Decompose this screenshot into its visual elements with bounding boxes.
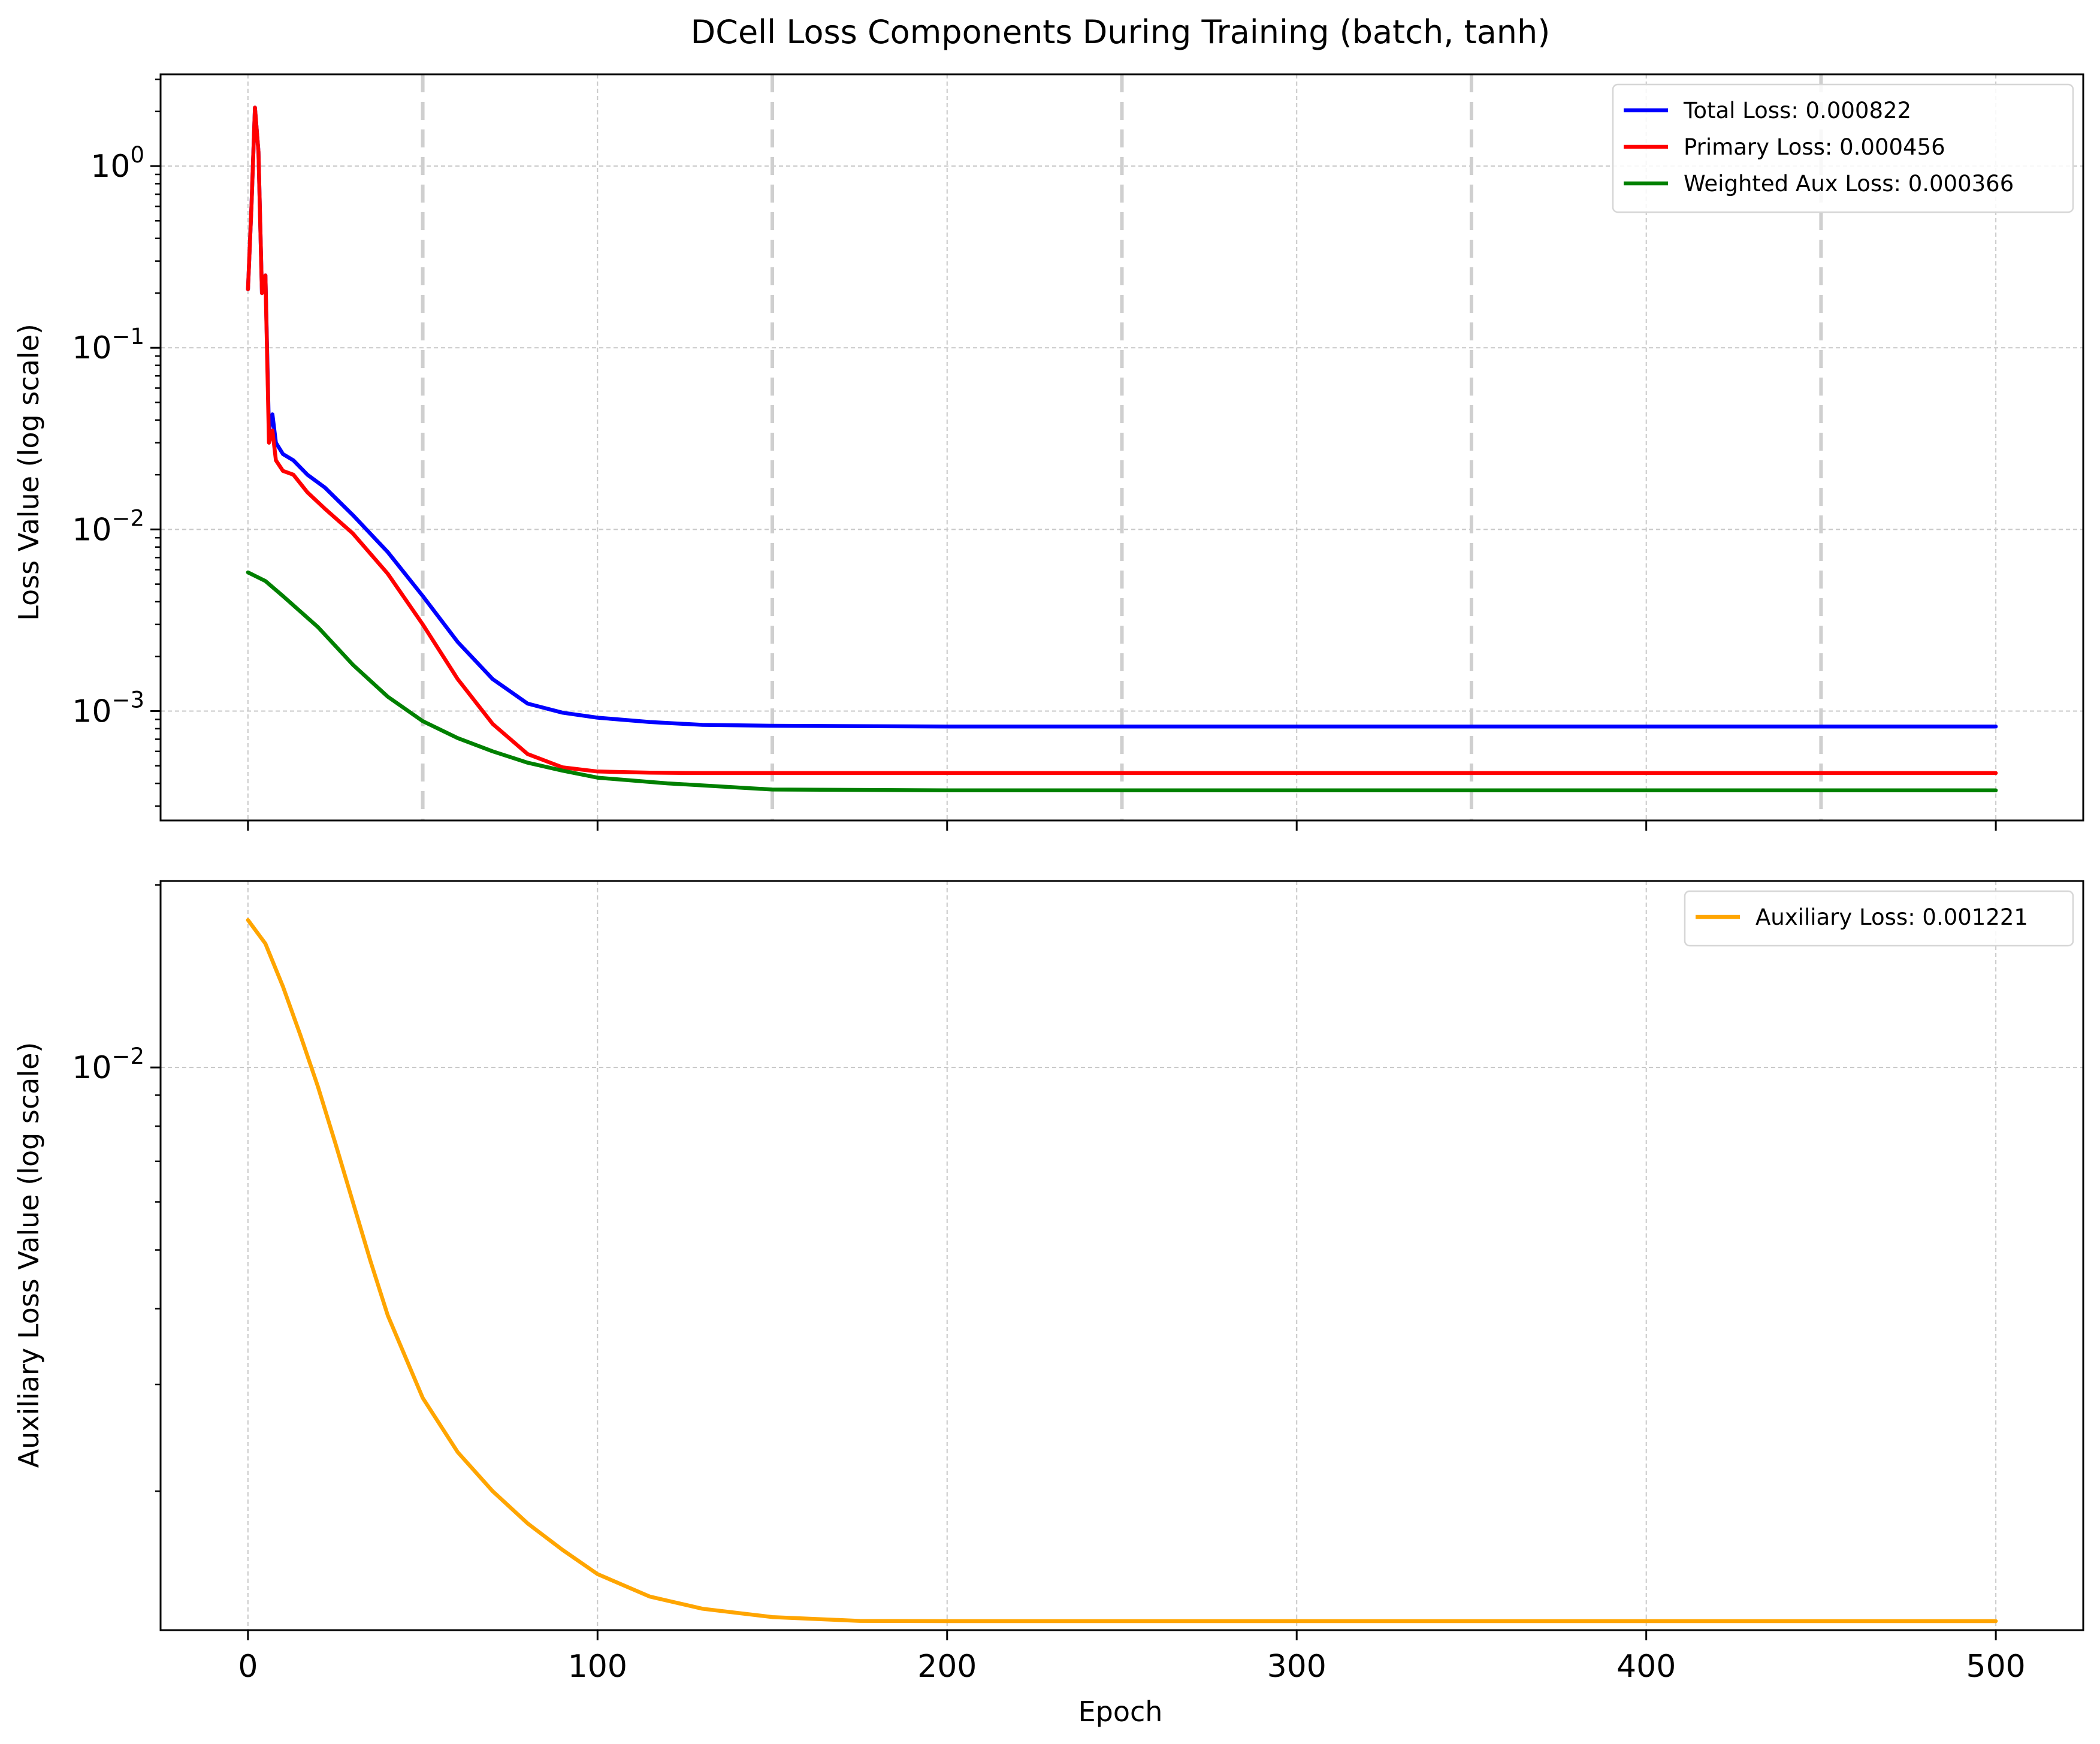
y-tick-label: 100 (90, 142, 144, 185)
legend-label: Weighted Aux Loss: 0.000366 (1684, 171, 2014, 197)
y-tick-label: 10−2 (72, 505, 144, 548)
x-tick-label: 400 (1616, 1649, 1676, 1685)
legend-box (1684, 890, 2074, 947)
legend-label: Auxiliary Loss: 0.001221 (1755, 904, 2028, 930)
plot-frame (159, 73, 2084, 822)
y-tick-label: 10−2 (72, 1043, 144, 1086)
y-tick-label: 10−3 (72, 687, 144, 730)
x-axis-label: Epoch (1078, 1695, 1163, 1728)
auxiliary-loss-panel: Auxiliary Loss Value (log scale) 10−2 0 10… (13, 880, 2084, 1685)
legend-box (1612, 83, 2074, 213)
series-line (246, 570, 1998, 793)
x-tick-label: 500 (1966, 1649, 2026, 1685)
x-tick-label: 200 (917, 1649, 977, 1685)
x-tick-label: 100 (568, 1649, 627, 1685)
x-tick-label: 0 (238, 1649, 258, 1685)
plot-frame (159, 880, 2084, 1631)
series-line (246, 918, 1998, 1624)
y-axis-label-bottom: Auxiliary Loss Value (log scale) (13, 1042, 45, 1468)
legend-label: Total Loss: 0.000822 (1683, 98, 1911, 123)
series-line (246, 105, 1998, 776)
loss-components-panel: Loss Value (log scale) 100 10−1 10−2 10−3 To… (13, 73, 2084, 831)
y-tick-label: 10−1 (72, 324, 144, 366)
x-tick-label: 300 (1267, 1649, 1327, 1685)
y-axis-label-top: Loss Value (log scale) (13, 324, 45, 621)
legend-label: Primary Loss: 0.000456 (1684, 134, 1945, 160)
chart-title: DCell Loss Components During Training (b… (691, 13, 1551, 51)
